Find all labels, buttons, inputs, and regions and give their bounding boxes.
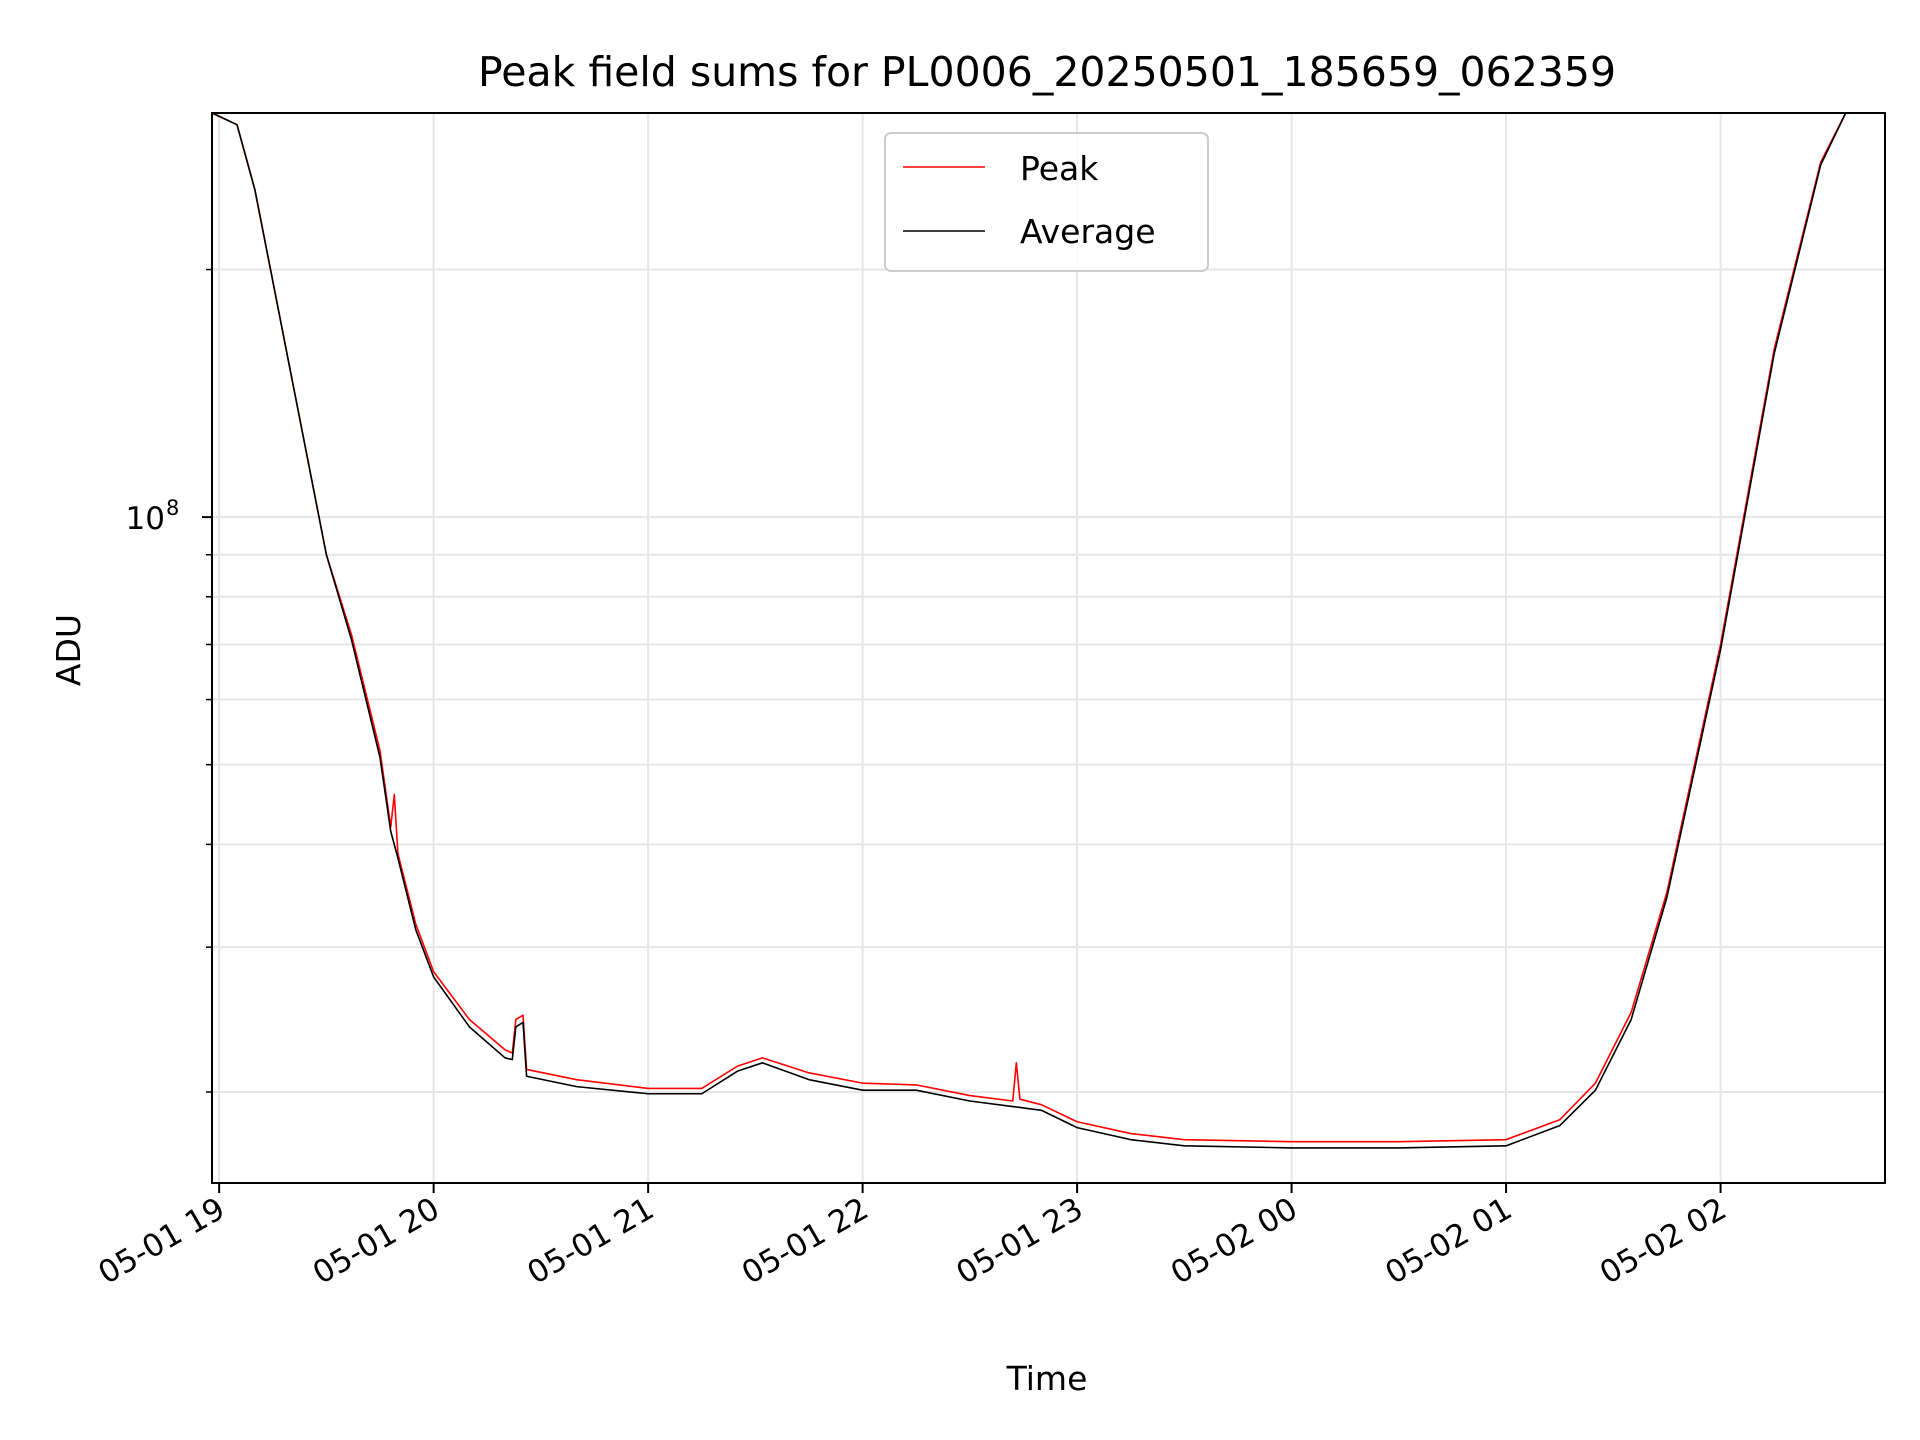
legend: Peak Average bbox=[884, 132, 1209, 272]
series-layer bbox=[211, 112, 1885, 1149]
legend-label-peak: Peak bbox=[1020, 149, 1099, 188]
legend-label-average: Average bbox=[1020, 212, 1156, 251]
chart-title: Peak field sums for PL0006_20250501_1856… bbox=[478, 48, 1616, 96]
x-axis-label: Time bbox=[1006, 1359, 1088, 1398]
y-tick-label-exponent: 8 bbox=[166, 496, 179, 520]
y-axis-label: ADU bbox=[49, 614, 88, 686]
series-line-peak bbox=[211, 112, 1885, 1143]
plot-frame bbox=[211, 112, 1886, 1184]
y-tick-label-base: 10 bbox=[126, 501, 165, 537]
series-line-average bbox=[211, 112, 1885, 1149]
grid bbox=[212, 113, 1885, 1183]
